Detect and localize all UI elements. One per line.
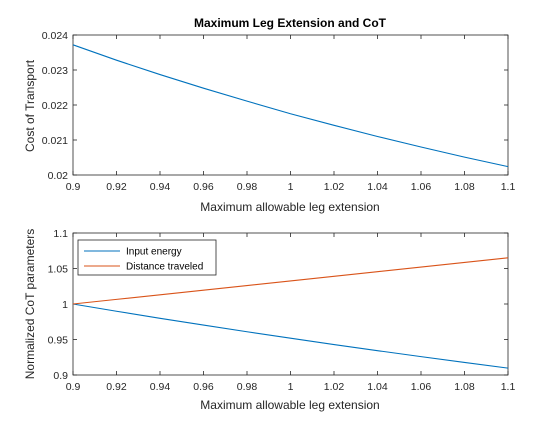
- x-tick-label: 0.9: [66, 181, 81, 193]
- x-tick-label: 0.94: [150, 381, 171, 393]
- y-tick-label: 1: [62, 299, 68, 311]
- x-tick-label: 1.04: [367, 181, 388, 193]
- x-tick-label: 1: [288, 181, 294, 193]
- x-tick-label: 0.98: [237, 181, 258, 193]
- y-tick-label: 0.022: [42, 100, 68, 112]
- chart-title: Maximum Leg Extension and CoT: [194, 16, 387, 30]
- x-tick-label: 0.94: [150, 181, 171, 193]
- series-line-cost-of-transport: [72, 44, 509, 168]
- x-tick-label: 0.92: [106, 181, 127, 193]
- x-tick-label: 1.04: [367, 381, 388, 393]
- top-x-axis-label: Maximum allowable leg extension: [200, 200, 379, 214]
- y-tick-label: 0.023: [42, 65, 68, 77]
- x-tick-label: 1: [288, 381, 294, 393]
- x-tick-label: 1.06: [411, 181, 432, 193]
- plot-area: [72, 34, 509, 176]
- y-tick-label: 1.1: [53, 228, 68, 240]
- top-plot: 0.9 0.92 0.94 0.96 0.98 1 1.02 1.04 1.06 1.08 1.1 0…: [42, 30, 516, 193]
- legend-box: [77, 239, 217, 276]
- y-tick-label: 0.024: [42, 30, 68, 42]
- y-tick-label: 1.05: [48, 264, 69, 276]
- x-tick-label: 1.02: [324, 181, 345, 193]
- legend-entry-input-energy: Input energy: [126, 247, 182, 258]
- x-tick-label: 0.9: [66, 381, 81, 393]
- y-tick-label: 0.02: [48, 170, 69, 182]
- y-tick-label: 0.021: [42, 135, 68, 147]
- x-tick-label: 0.98: [237, 381, 258, 393]
- series-line-input-energy: [72, 303, 509, 369]
- y-tick-label: 0.9: [53, 370, 68, 382]
- series-line-distance-traveled: [72, 257, 509, 305]
- bottom-y-axis-label: Normalized CoT parameters: [23, 229, 37, 380]
- legend-entry-distance-traveled: Distance traveled: [126, 262, 203, 273]
- x-tick-label: 1.08: [454, 381, 475, 393]
- top-y-axis-label: Cost of Transport: [23, 59, 37, 152]
- bottom-x-axis-label: Maximum allowable leg extension: [200, 398, 379, 412]
- x-tick-label: 1.02: [324, 381, 345, 393]
- x-tick-label: 0.96: [193, 181, 214, 193]
- x-tick-label: 1.08: [454, 181, 475, 193]
- x-tick-label: 1.1: [501, 381, 516, 393]
- x-tick-label: 0.92: [106, 381, 127, 393]
- y-tick-label: 0.95: [48, 335, 69, 347]
- x-tick-label: 1.06: [411, 381, 432, 393]
- x-tick-label: 1.1: [501, 181, 516, 193]
- legend: Input energy Distance traveled: [77, 239, 217, 276]
- x-tick-label: 0.96: [193, 381, 214, 393]
